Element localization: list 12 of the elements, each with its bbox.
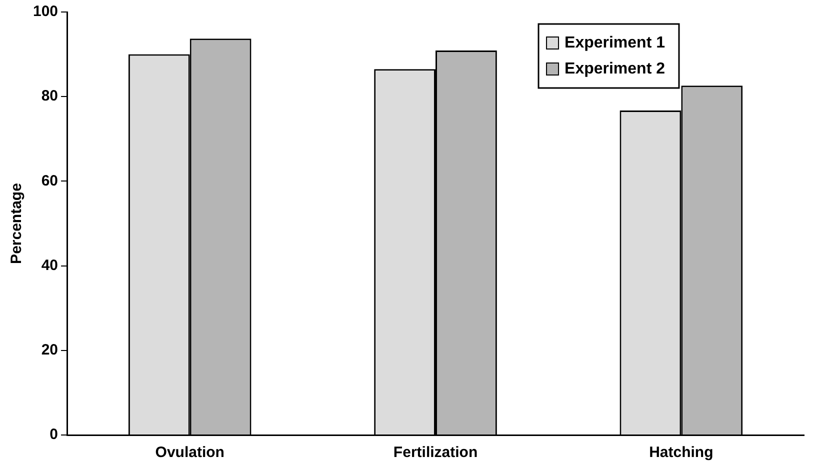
y-tick-label: 40 — [41, 256, 58, 274]
y-tick-label: 100 — [32, 3, 58, 20]
x-tick-label: Ovulation — [155, 444, 224, 462]
legend-label: Experiment 1 — [564, 34, 666, 52]
y-axis-title: Percentage — [8, 183, 26, 264]
y-tick-label: 80 — [41, 88, 58, 105]
x-tick-label: Fertilization — [393, 444, 478, 462]
x-tick-label: Hatching — [649, 444, 714, 462]
y-tick-label: 20 — [41, 342, 58, 359]
legend-label: Experiment 2 — [564, 60, 666, 78]
y-tick-label: 0 — [50, 426, 58, 444]
y-tick-label: 60 — [41, 172, 58, 190]
